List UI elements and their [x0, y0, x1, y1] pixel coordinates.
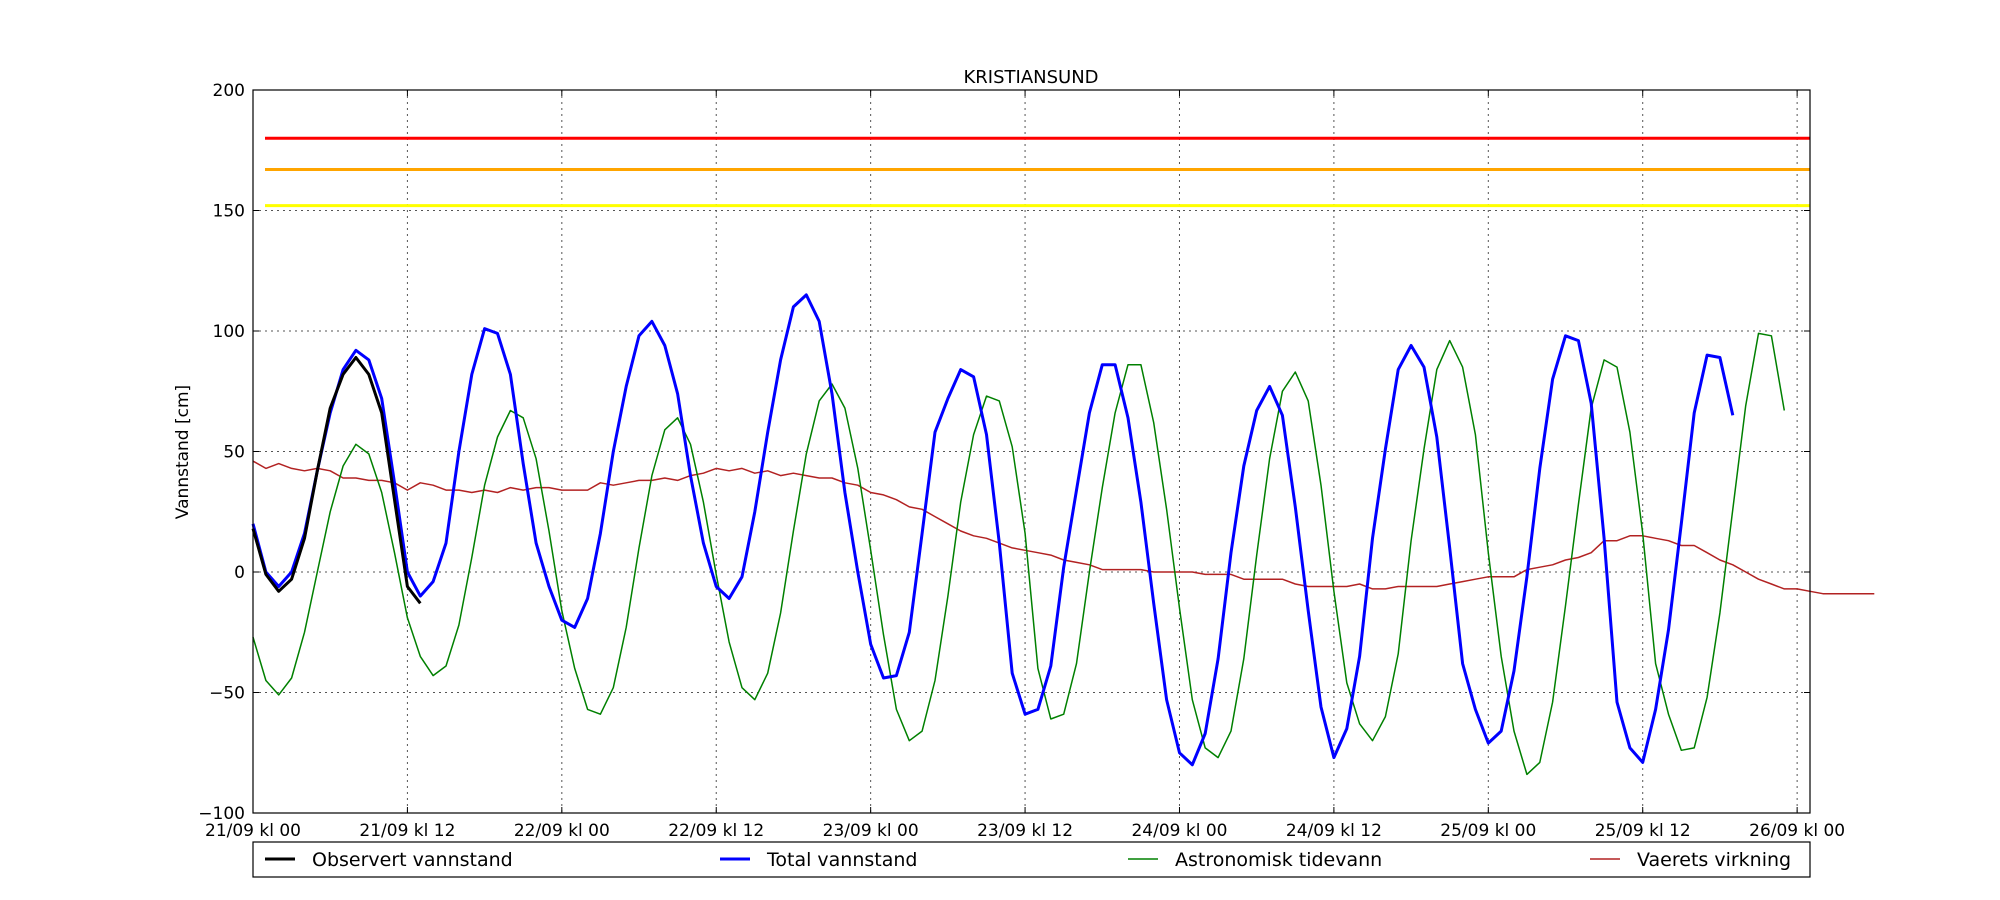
plot-frame	[252, 89, 1811, 814]
legend-label: Observert vannstand	[312, 849, 513, 871]
ticks: 21/09 kl 00 21/09 kl 12 22/09 kl 00 22/09 k…	[198, 81, 1845, 841]
y-tick-label: 100	[213, 322, 245, 342]
series-line	[251, 356, 422, 605]
x-tick-label: 25/09 kl 00	[1440, 821, 1536, 841]
legend-label: Vaerets virkning	[1637, 849, 1791, 871]
legend-label: Astronomisk tidevann	[1175, 849, 1382, 871]
y-tick-label: −50	[209, 684, 245, 704]
series-line	[251, 293, 1735, 767]
y-tick-label: 50	[223, 443, 245, 463]
x-tick-label: 26/09 kl 00	[1749, 821, 1845, 841]
y-tick-label: −100	[198, 804, 245, 824]
x-tick-label: 25/09 kl 12	[1595, 821, 1691, 841]
chart-title: KRISTIANSUND	[963, 67, 1098, 88]
legend: Observert vannstand Total vannstand Astron…	[265, 849, 1791, 871]
x-tick-label: 23/09 kl 12	[977, 821, 1073, 841]
x-tick-label: 23/09 kl 00	[823, 821, 919, 841]
x-tick-label: 21/09 kl 00	[205, 821, 301, 841]
series-line	[252, 332, 1786, 776]
series-lines	[251, 293, 1875, 776]
y-axis-label: Vannstand [cm]	[173, 385, 193, 519]
y-tick-label: 0	[234, 563, 245, 583]
legend-box	[252, 841, 1811, 878]
x-tick-label: 24/09 kl 12	[1286, 821, 1382, 841]
y-tick-label: 150	[213, 202, 245, 222]
x-tick-label: 21/09 kl 12	[359, 821, 455, 841]
x-tick-label: 22/09 kl 12	[668, 821, 764, 841]
x-tick-label: 22/09 kl 00	[514, 821, 610, 841]
grid	[253, 90, 1810, 813]
x-tick-label: 24/09 kl 00	[1131, 821, 1227, 841]
y-tick-label: 200	[213, 81, 245, 101]
threshold-lines	[265, 136, 1810, 208]
legend-label: Total vannstand	[766, 849, 917, 871]
